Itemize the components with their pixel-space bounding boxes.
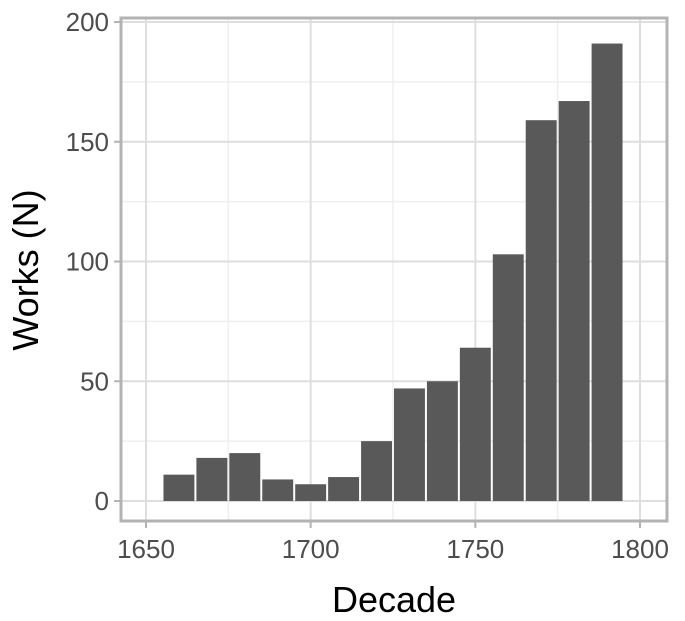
y-tick-label: 200 [66,7,109,37]
bar [163,474,195,501]
y-tick-label: 100 [66,247,109,277]
x-axis-ticks: 1650 1700 1750 1800 [117,521,669,564]
x-tick-label: 1750 [446,534,504,564]
bar [328,477,360,501]
bar [295,484,327,501]
bar [262,479,294,501]
bar [558,101,590,501]
y-axis-title: Works (N) [5,189,46,350]
bar [492,254,524,501]
bar [361,441,392,501]
y-tick-label: 0 [95,486,109,516]
bars [163,43,623,502]
bar [426,381,458,501]
minor-gridlines [121,18,667,521]
y-axis-ticks: 0 50 100 150 200 [66,7,121,516]
bar [394,388,425,501]
bar [196,457,228,501]
x-tick-label: 1650 [117,534,175,564]
bar [459,347,491,501]
panel-border [119,16,669,523]
bar [525,120,557,501]
x-tick-label: 1700 [282,534,340,564]
y-tick-label: 50 [80,366,109,396]
y-tick-label: 150 [66,127,109,157]
bar [591,43,623,502]
bar [229,453,261,501]
x-axis-title: Decade [332,579,456,620]
x-tick-label: 1800 [611,534,669,564]
